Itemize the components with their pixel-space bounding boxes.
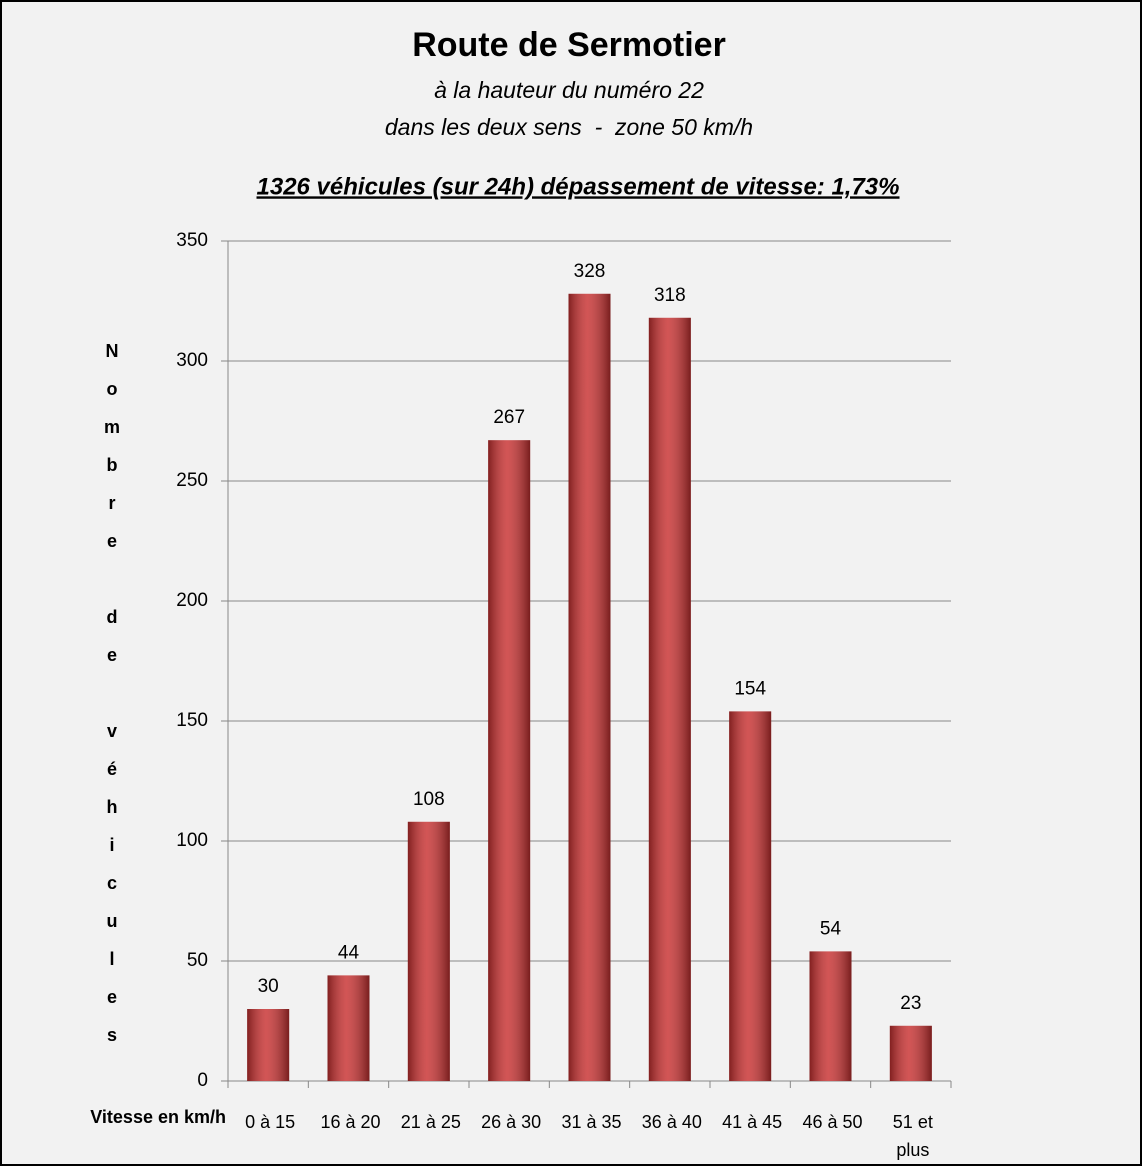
annotation: 1326 véhicules (sur 24h) dépassement de …: [257, 173, 900, 200]
bar-shade: [729, 711, 772, 1081]
x-tick-label: 21 à 25: [400, 1112, 461, 1132]
y-tick-label: 250: [176, 470, 208, 491]
bar-shade: [889, 1025, 932, 1081]
data-label: 108: [413, 789, 445, 810]
x-tick-label: 51 et plus: [892, 1112, 933, 1160]
data-label: 23: [900, 993, 921, 1014]
x-tick-label: 36 à 40: [641, 1112, 702, 1132]
bar-shade: [247, 1009, 290, 1081]
y-tick-label: 50: [187, 950, 208, 971]
chart-subtitle: à la hauteur du numéro 22: [434, 77, 704, 103]
data-label: 328: [574, 261, 606, 282]
x-tick-label: 41 à 45: [722, 1112, 783, 1132]
x-axis-label: Vitesse en km/h: [90, 1107, 226, 1127]
y-tick-label: 150: [176, 710, 208, 731]
bar-shade: [568, 293, 611, 1081]
bar-shade: [327, 975, 370, 1081]
bar-shade: [809, 951, 852, 1081]
bar-shade: [648, 317, 691, 1081]
chart-title: Route de Sermotier: [412, 26, 726, 64]
x-tick-label: 16 à 20: [320, 1112, 381, 1132]
data-label: 30: [258, 976, 279, 997]
data-label: 318: [654, 285, 686, 306]
x-tick-label: 0 à 15: [245, 1112, 296, 1132]
y-tick-label: 300: [176, 350, 208, 371]
y-tick-label: 100: [176, 830, 208, 851]
data-label: 267: [493, 407, 525, 428]
bar-shade: [407, 821, 450, 1081]
bar-shade: [488, 440, 531, 1081]
data-label: 154: [734, 678, 766, 699]
y-tick-label: 200: [176, 590, 208, 611]
x-tick-label: 31 à 35: [561, 1112, 622, 1132]
chart-subtitle: dans les deux sens - zone 50 km/h: [385, 114, 753, 140]
x-tick-label: 26 à 30: [481, 1112, 542, 1132]
data-label: 54: [820, 918, 842, 939]
y-tick-label: 0: [197, 1070, 208, 1091]
x-tick-label: 46 à 50: [802, 1112, 863, 1132]
y-tick-label: 350: [176, 230, 208, 251]
data-label: 44: [338, 942, 360, 963]
